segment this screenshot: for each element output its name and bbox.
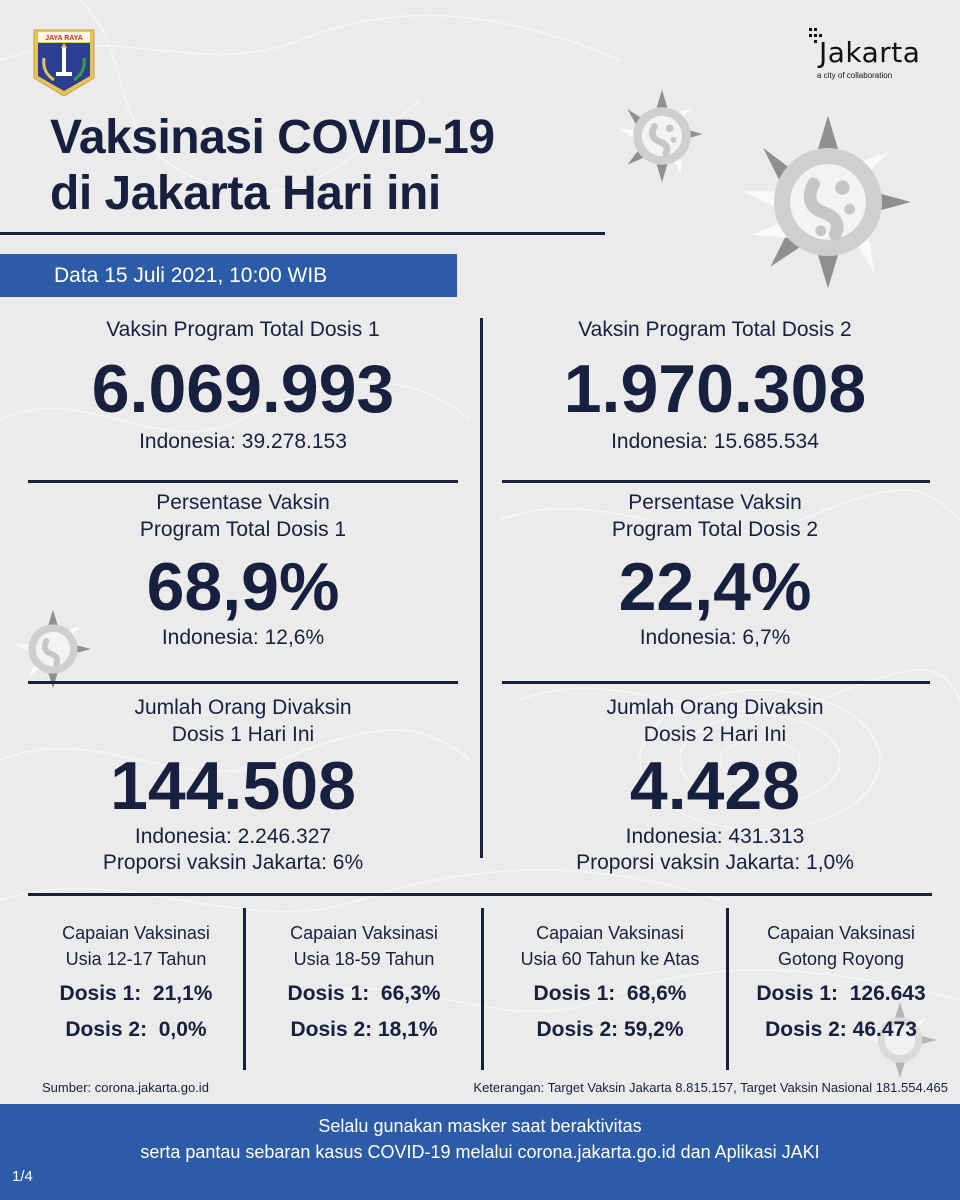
category-label: Capaian Vaksinasi (536, 923, 684, 943)
category-label: Usia 18-59 Tahun (293, 949, 435, 969)
target-note: Keterangan: Target Vaksin Jakarta 8.815.… (473, 1080, 948, 1095)
column-divider (480, 318, 483, 858)
stat-label: Jumlah Orang Divaksin (606, 696, 824, 719)
dots-icon (809, 28, 822, 43)
stat-value: 6.069.993 (91, 351, 395, 427)
category-dosis-1: Dosis 1: 66,3% (287, 982, 441, 1005)
virus-icon (13, 609, 91, 689)
divider (28, 893, 932, 896)
category-label: Usia 12-17 Tahun (65, 949, 207, 969)
stat-indonesia: Indonesia: 6,7% (639, 626, 791, 649)
stat-label: Vaksin Program Total Dosis 2 (578, 318, 852, 341)
category-dosis-2: Dosis 2: 0,0% (65, 1018, 207, 1041)
stat-indonesia: Indonesia: 2.246.327 (134, 825, 332, 848)
footer-line-2: serta pantau sebaran kasus COVID-19 mela… (140, 1142, 820, 1162)
stat-label: Program Total Dosis 1 (139, 518, 347, 541)
date-banner: Data 15 Juli 2021, 10:00 WIB (0, 254, 457, 297)
page-title: Vaksinasi COVID-19 di Jakarta Hari ini (50, 110, 495, 222)
virus-icon (861, 1001, 937, 1079)
divider (502, 480, 930, 483)
dki-jakarta-emblem: JAYA RAYA (32, 28, 96, 98)
category-dosis-1: Dosis 1: 126.643 (756, 982, 926, 1005)
source-note: Sumber: corona.jakarta.go.id (42, 1080, 209, 1095)
stat-value: 4.428 (629, 748, 801, 824)
stat-label: Persentase Vaksin (628, 491, 802, 514)
category-dosis-2: Dosis 2: 46.473 (765, 1018, 917, 1041)
stat-proporsi: Proporsi vaksin Jakarta: 1,0% (576, 851, 854, 874)
stat-value: 1.970.308 (563, 351, 867, 427)
stat-label: Jumlah Orang Divaksin (134, 696, 352, 719)
category-18-59: Capaian Vaksinasi Usia 18-59 Tahun Dosis… (256, 920, 472, 1048)
title-divider (0, 232, 605, 235)
category-dosis-2: Dosis 2: 18,1% (290, 1018, 438, 1041)
stat-label: Dosis 2 Hari Ini (643, 723, 787, 746)
stat-total-dosis-2: Vaksin Program Total Dosis 2 1.970.308 I… (502, 316, 928, 455)
stat-persen-dosis-1: Persentase Vaksin Program Total Dosis 1 … (28, 489, 458, 651)
category-gotong-royong: Capaian Vaksinasi Gotong Royong Dosis 1:… (736, 920, 946, 1048)
virus-icon (617, 89, 703, 183)
title-line-1: Vaksinasi COVID-19 (50, 111, 495, 164)
stat-harian-dosis-2: Jumlah Orang Divaksin Dosis 2 Hari Ini 4… (502, 694, 928, 876)
stat-label: Persentase Vaksin (156, 491, 330, 514)
category-label: Capaian Vaksinasi (62, 923, 210, 943)
page-indicator: 1/4 (12, 1168, 33, 1185)
stat-indonesia: Indonesia: 39.278.153 (139, 430, 347, 453)
jakarta-brand-logo: Jakarta a city of collaboration (805, 24, 945, 84)
stat-indonesia: Indonesia: 12,6% (161, 626, 325, 649)
stat-value: 68,9% (146, 549, 340, 625)
stat-persen-dosis-2: Persentase Vaksin Program Total Dosis 2 … (502, 489, 928, 651)
category-divider (726, 908, 729, 1070)
brand-tagline: a city of collaboration (817, 71, 893, 80)
divider (28, 480, 458, 483)
stat-indonesia: Indonesia: 15.685.534 (611, 430, 819, 453)
svg-text:JAYA RAYA: JAYA RAYA (45, 35, 83, 42)
virus-icon (741, 115, 911, 289)
stat-harian-dosis-1: Jumlah Orang Divaksin Dosis 1 Hari Ini 1… (28, 694, 458, 876)
stat-proporsi: Proporsi vaksin Jakarta: 6% (102, 851, 364, 874)
stat-value: 144.508 (110, 748, 356, 824)
category-60-plus: Capaian Vaksinasi Usia 60 Tahun ke Atas … (494, 920, 726, 1048)
footer-line-1: Selalu gunakan masker saat beraktivitas (318, 1116, 642, 1136)
category-divider (243, 908, 246, 1070)
stat-indonesia: Indonesia: 431.313 (625, 825, 805, 848)
category-dosis-1: Dosis 1: 21,1% (59, 982, 213, 1005)
brand-word: Jakarta (819, 36, 921, 69)
stat-total-dosis-1: Vaksin Program Total Dosis 1 6.069.993 I… (28, 316, 458, 455)
category-label: Capaian Vaksinasi (767, 923, 915, 943)
stat-label: Program Total Dosis 2 (611, 518, 819, 541)
stat-label: Vaksin Program Total Dosis 1 (106, 318, 380, 341)
divider (28, 681, 458, 684)
category-label: Usia 60 Tahun ke Atas (520, 949, 700, 969)
footer-banner: Selalu gunakan masker saat beraktivitas … (0, 1104, 960, 1200)
divider (502, 681, 930, 684)
category-label: Gotong Royong (777, 949, 905, 969)
category-dosis-1: Dosis 1: 68,6% (533, 982, 687, 1005)
category-12-17: Capaian Vaksinasi Usia 12-17 Tahun Dosis… (28, 920, 244, 1048)
title-line-2: di Jakarta Hari ini (50, 167, 441, 220)
stat-value: 22,4% (618, 549, 812, 625)
stat-label: Dosis 1 Hari Ini (171, 723, 315, 746)
category-dosis-2: Dosis 2: 59,2% (536, 1018, 684, 1041)
category-label: Capaian Vaksinasi (290, 923, 438, 943)
category-divider (481, 908, 484, 1070)
